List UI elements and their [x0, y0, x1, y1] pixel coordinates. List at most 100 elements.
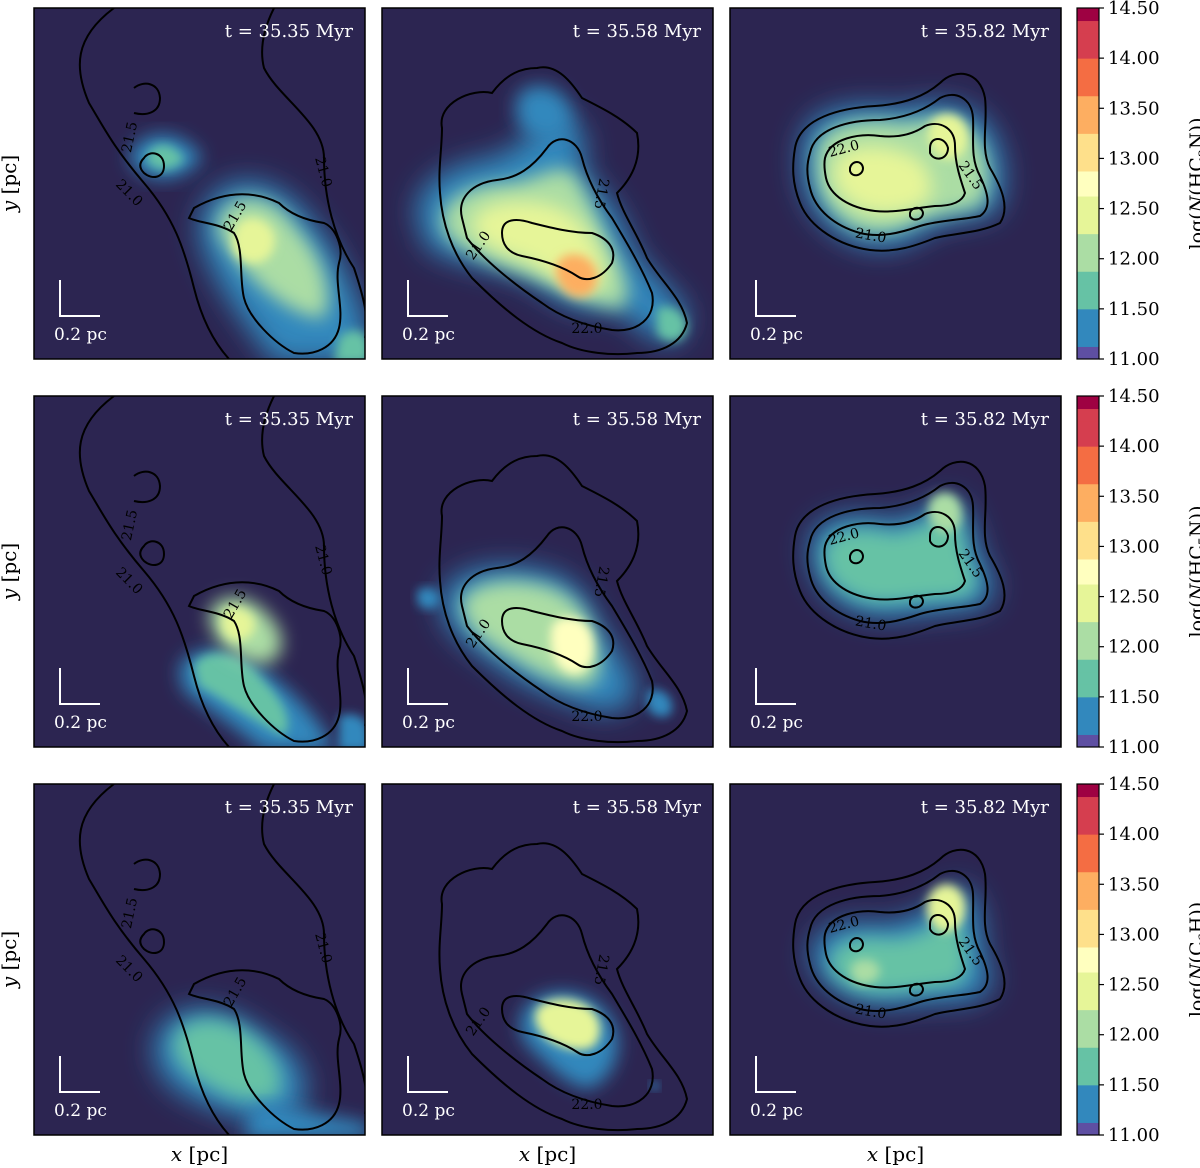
colorbar-label-suffix: H)): [1186, 902, 1200, 933]
gas-contour-line: [792, 460, 1006, 640]
colorbar-tick-label: 11.00: [1108, 349, 1160, 370]
contour-label: 21.5: [590, 177, 611, 210]
colorbar-label-prefix: log(: [1186, 980, 1200, 1017]
gas-contour-line: [500, 607, 615, 669]
colorbar-band: [1077, 1009, 1099, 1023]
colorbar-tick-label: 14.50: [1108, 774, 1160, 795]
emission-region: [417, 587, 440, 609]
time-label: t = 35.82 Myr: [921, 797, 1050, 818]
scale-bar: [755, 280, 796, 317]
colorbar-band: [1077, 108, 1099, 122]
colorbar-band: [1077, 546, 1099, 560]
colorbar-band: [1077, 784, 1099, 798]
gas-contour-line: [849, 161, 865, 177]
scale-bar-label: 0.2 pc: [750, 325, 803, 345]
colorbar-label-subscript: 6: [1197, 933, 1200, 941]
panel-frame: [381, 783, 714, 1136]
colorbar-r1: 11.00 11.50 12.00 12.50 13.00 13.50 14.00 14.50…: [1076, 386, 1200, 758]
time-label: t = 35.58 Myr: [573, 797, 702, 818]
contour-label: 22.0: [571, 321, 602, 337]
scale-bar: [59, 668, 100, 705]
time-label: t = 35.35 Myr: [225, 797, 354, 818]
colorbar-band: [1077, 934, 1099, 948]
scale-bar-label: 0.2 pc: [402, 1101, 455, 1121]
contour-label: 22.0: [571, 1097, 602, 1113]
gas-contour-line: [187, 581, 342, 743]
colorbar-band: [1077, 809, 1099, 823]
gas-contour-line: [849, 937, 865, 953]
gas-contour-line: [133, 470, 162, 504]
colorbar-band: [1077, 396, 1099, 410]
time-label: t = 35.58 Myr: [573, 21, 702, 42]
colorbar-label: log(N(HC5N)): [1186, 506, 1200, 638]
contour-label: 21.5: [119, 508, 141, 542]
gas-contour-line: [929, 138, 950, 160]
colorbar-tick-label: 11.50: [1108, 687, 1160, 708]
colorbar-band: [1077, 1097, 1099, 1111]
gas-contour-line: [187, 193, 342, 355]
gas-contour-line: [823, 123, 967, 213]
colorbar-label-n: N: [1186, 194, 1200, 213]
emission-region: [245, 1104, 365, 1135]
colorbar-tick-label: 14.50: [1108, 0, 1160, 19]
gas-contour-line: [909, 594, 925, 609]
colorbar-band: [1077, 1084, 1099, 1098]
gas-contour-line: [133, 82, 162, 116]
colorbar-tick-label: 11.50: [1108, 299, 1160, 320]
gas-contour-line: [806, 869, 989, 1012]
colorbar-band: [1077, 408, 1099, 422]
colorbar-band: [1077, 796, 1099, 810]
panel-background: [382, 784, 713, 1135]
gas-contour-line: [823, 899, 967, 989]
colorbar-band: [1077, 584, 1099, 598]
colorbar-band: [1077, 95, 1099, 109]
colorbar-band: [1077, 558, 1099, 572]
y-axis-label: y [pc]: [0, 543, 21, 601]
colorbar-band: [1077, 145, 1099, 159]
scale-bar-label: 0.2 pc: [54, 713, 107, 733]
colorbar-label-n: N: [1186, 582, 1200, 601]
emission-region: [232, 218, 275, 264]
gas-contour-line: [806, 481, 989, 624]
colorbar-tick-label: 12.50: [1108, 975, 1160, 996]
y-axis-label: y [pc]: [0, 931, 21, 989]
colorbar-tick-label: 13.50: [1108, 98, 1160, 119]
emission-region: [535, 998, 601, 1050]
gas-contour-line: [438, 66, 689, 356]
colorbar-frame: [1076, 395, 1100, 748]
colorbar-frame: [1076, 783, 1100, 1136]
gas-contour-line: [139, 152, 166, 179]
colorbar-band: [1077, 258, 1099, 272]
colorbar-band: [1077, 671, 1099, 685]
contour-label: 22.0: [827, 137, 861, 161]
emission-region: [550, 617, 594, 675]
time-label: t = 35.82 Myr: [921, 409, 1050, 430]
colorbar-band: [1077, 283, 1099, 297]
colorbar-tick-label: 12.50: [1108, 199, 1160, 220]
emission-region: [657, 306, 687, 342]
gas-contour-line: [806, 93, 989, 236]
colorbar-tick-label: 12.50: [1108, 587, 1160, 608]
colorbar-band: [1077, 296, 1099, 310]
gas-contour-line: [261, 784, 365, 1114]
colorbar-band: [1077, 871, 1099, 885]
scale-bar: [407, 1056, 448, 1093]
colorbar-band: [1077, 959, 1099, 973]
colorbar-band: [1077, 896, 1099, 910]
colorbar-band: [1077, 1034, 1099, 1048]
colorbar-tick-label: 13.00: [1108, 148, 1160, 169]
colorbar-label-subscript: 5: [1197, 537, 1200, 545]
colorbar-label-suffix: N)): [1186, 118, 1200, 149]
colorbar-band: [1077, 997, 1099, 1011]
colorbar-label-suffix: N)): [1186, 506, 1200, 537]
colorbar-band: [1077, 170, 1099, 184]
panel-frame: [381, 7, 714, 360]
colorbar-band: [1077, 533, 1099, 547]
colorbar-band: [1077, 521, 1099, 535]
colorbar-band: [1077, 133, 1099, 147]
colorbar-label-prefix: log(: [1186, 600, 1200, 637]
emission-region: [194, 653, 288, 736]
